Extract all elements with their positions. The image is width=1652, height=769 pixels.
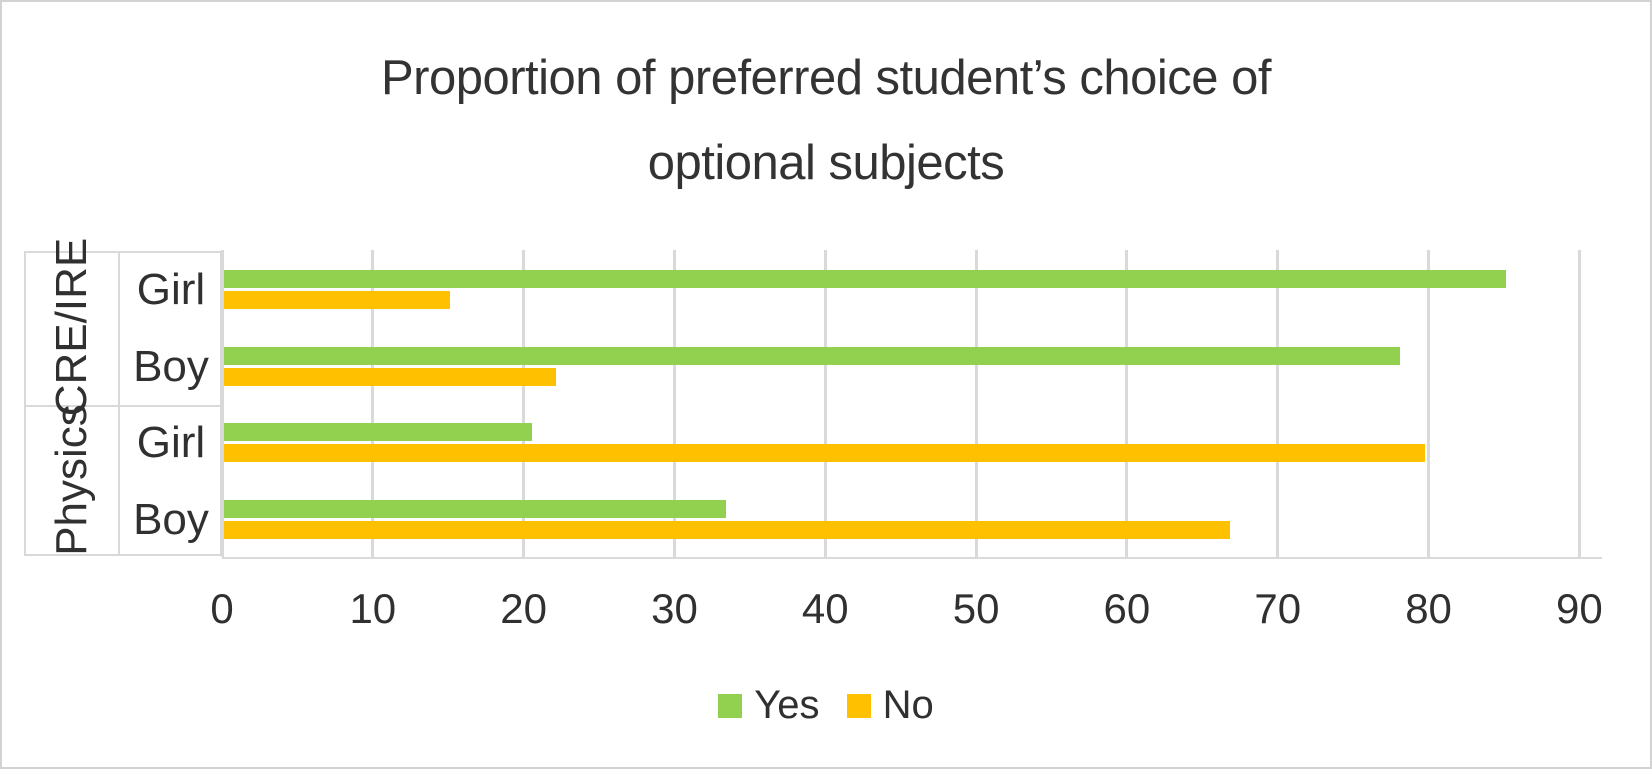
legend-item-yes: Yes bbox=[718, 683, 820, 728]
legend-swatch-no bbox=[846, 693, 871, 718]
subject-label-physics: Physics bbox=[47, 403, 96, 556]
gender-label-cre-ire-boy: Boy bbox=[133, 341, 209, 391]
legend-swatch-yes bbox=[718, 693, 743, 718]
x-tick-label-70: 70 bbox=[1254, 585, 1302, 632]
bar-cre-ire-girl-no bbox=[224, 291, 451, 309]
x-tick-label-90: 90 bbox=[1556, 585, 1603, 632]
x-tick-label-30: 30 bbox=[651, 585, 698, 632]
x-tick-label-80: 80 bbox=[1405, 585, 1452, 632]
x-tick-label-0: 0 bbox=[210, 585, 234, 632]
legend-label-no: No bbox=[882, 683, 934, 727]
gridline-60 bbox=[1125, 250, 1129, 557]
x-tick-label-40: 40 bbox=[801, 585, 849, 632]
category-box bbox=[24, 251, 222, 556]
gridline-50 bbox=[974, 250, 978, 557]
gridline-30 bbox=[672, 250, 676, 557]
chart-title-line-1: Proportion of preferred student’s choice… bbox=[380, 51, 1272, 105]
gender-label-physics-boy: Boy bbox=[133, 495, 209, 545]
bar-physics-boy-yes bbox=[224, 500, 727, 519]
bar-physics-girl-yes bbox=[224, 423, 532, 442]
plot-area bbox=[220, 250, 1602, 559]
bar-cre-ire-boy-yes bbox=[224, 346, 1401, 365]
gridline-80 bbox=[1427, 250, 1431, 557]
gridline-0 bbox=[220, 250, 224, 557]
legend: Yes No bbox=[2, 683, 1650, 728]
chart-title: Proportion of preferred student’s choice… bbox=[2, 36, 1650, 206]
x-tick-label-50: 50 bbox=[952, 585, 1000, 632]
bar-cre-ire-girl-yes bbox=[224, 270, 1506, 288]
x-tick-label-20: 20 bbox=[500, 585, 547, 632]
gender-label-physics-girl: Girl bbox=[136, 418, 206, 468]
category-group-divider bbox=[26, 404, 220, 407]
legend-item-no: No bbox=[846, 683, 934, 728]
gridline-40 bbox=[823, 250, 827, 557]
legend-label-yes: Yes bbox=[754, 683, 820, 727]
x-tick-label-10: 10 bbox=[349, 585, 397, 632]
gridline-20 bbox=[522, 250, 526, 557]
x-tick-label-60: 60 bbox=[1103, 585, 1151, 632]
bar-physics-boy-no bbox=[224, 521, 1230, 540]
gender-label-cre-ire-girl: Girl bbox=[136, 265, 206, 314]
bar-physics-girl-no bbox=[224, 444, 1425, 463]
chart-title-line-2: optional subjects bbox=[647, 136, 1005, 190]
subject-label-cre-ire: CRE/IRE bbox=[47, 238, 96, 417]
x-axis-line bbox=[222, 557, 1602, 559]
gridline-10 bbox=[371, 250, 375, 557]
gridline-90 bbox=[1577, 250, 1581, 557]
bar-cre-ire-boy-no bbox=[224, 367, 556, 386]
category-column-divider bbox=[118, 253, 120, 554]
gridline-70 bbox=[1276, 250, 1280, 557]
